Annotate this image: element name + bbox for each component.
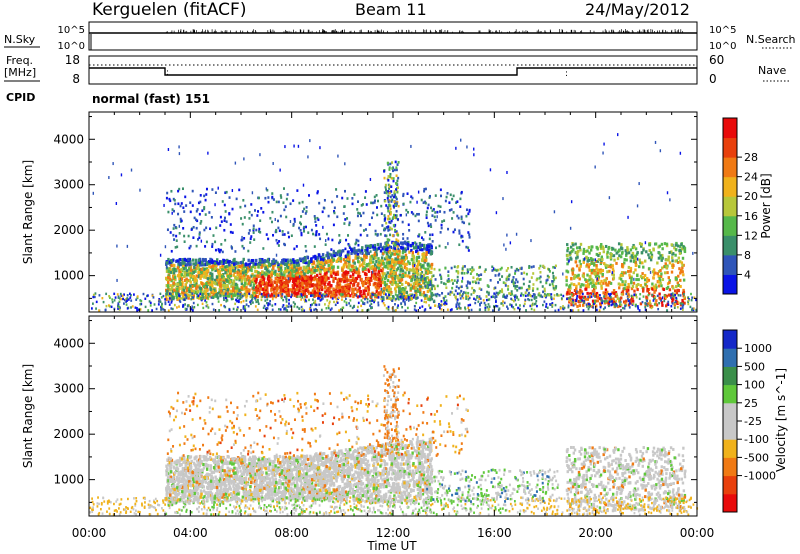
xaxis-label: Time UT — [366, 539, 417, 553]
velocity-colorbar-tick: 500 — [744, 360, 765, 373]
velocity-ytick-4000: 4000 — [53, 336, 84, 350]
velocity-colorbar-swatch — [723, 402, 737, 422]
power-colorbar-swatch — [723, 157, 737, 178]
velocity-colorbar-swatch — [723, 475, 737, 495]
velocity-panel: 1000 2000 3000 4000 Slant Range [km] — [21, 315, 699, 517]
xtick-label-6: 00:00 — [680, 526, 715, 540]
velocity-colorbar: 1000 500 100 25 -25 -100 -500 -1000 Velocity [m… — [722, 329, 788, 513]
velocity-colorbar-swatch — [723, 493, 737, 513]
station-title: Kerguelen (fitACF) — [92, 0, 246, 20]
freq-right-label: Nave — [758, 64, 786, 77]
power-ytick-4000: 4000 — [53, 132, 84, 146]
xtick-label-1: 04:00 — [173, 526, 208, 540]
power-colorbar-tick: 28 — [744, 151, 758, 164]
noise-right-tick-bottom: 10^0 — [709, 41, 736, 52]
velocity-colorbar-swatch — [723, 366, 737, 386]
power-colorbar-swatch — [723, 274, 737, 295]
cpid-label: CPID — [6, 91, 35, 104]
svg-text::: : — [565, 69, 568, 79]
power-colorbar-swatch — [723, 118, 737, 139]
power-colorbar-swatch — [723, 235, 737, 256]
noise-left-label: N.Sky — [4, 33, 36, 46]
xtick-label-2: 08:00 — [274, 526, 309, 540]
power-colorbar: 4 8 12 16 20 24 28 Power [dB] — [722, 117, 773, 295]
freq-left-label-1: Freq. — [6, 54, 33, 67]
velocity-colorbar-label: Velocity [m s^-1] — [774, 368, 788, 472]
velocity-colorbar-swatch — [723, 439, 737, 458]
power-ytick-1000: 1000 — [53, 269, 84, 283]
noise-right-label: N.Search — [746, 33, 796, 46]
xtick-label-3: 12:00 — [376, 526, 411, 540]
noise-left-tick-bottom: 10^0 — [58, 41, 85, 52]
velocity-colorbar-swatch — [723, 330, 737, 349]
velocity-colorbar-tick: 25 — [744, 397, 758, 410]
power-colorbar-tick: 8 — [744, 249, 751, 262]
power-colorbar-tick: 12 — [744, 229, 758, 242]
freq-left-tick-bottom: 8 — [72, 72, 80, 86]
xtick-label-5: 20:00 — [578, 526, 613, 540]
velocity-ylabel: Slant Range [km] — [21, 364, 35, 468]
freq-right-tick-top: 60 — [709, 53, 724, 67]
velocity-colorbar-swatch — [723, 421, 737, 440]
power-colorbar-swatch — [723, 137, 737, 158]
xtick-label-4: 16:00 — [477, 526, 512, 540]
power-colorbar-tick: 16 — [744, 210, 758, 223]
velocity-colorbar-tick: -25 — [744, 415, 762, 428]
velocity-colorbar-tick: -1000 — [744, 470, 776, 483]
velocity-ytick-2000: 2000 — [53, 427, 84, 441]
noise-left-tick-top: 10^5 — [58, 25, 85, 36]
velocity-colorbar-tick: 1000 — [744, 342, 772, 355]
xtick-label-0: 00:00 — [72, 526, 107, 540]
power-colorbar-swatch — [723, 254, 737, 275]
power-colorbar-tick: 4 — [744, 268, 751, 281]
freq-right-tick-bottom: 0 — [709, 72, 717, 86]
freq-panel: : : Freq. [MHz] 18 8 60 0 Nave — [4, 53, 790, 86]
velocity-colorbar-tick: 100 — [744, 379, 765, 392]
power-panel: 1000 2000 3000 4000 Slant Range [km] — [21, 111, 698, 313]
beam-title: Beam 11 — [355, 0, 427, 19]
noise-right-tick-top: 10^5 — [709, 25, 736, 36]
velocity-colorbar-tick: -100 — [744, 433, 769, 446]
power-ytick-3000: 3000 — [53, 178, 84, 192]
power-colorbar-tick: 20 — [744, 190, 758, 203]
velocity-colorbar-tick: -500 — [744, 451, 769, 464]
power-colorbar-swatch — [723, 196, 737, 217]
power-ylabel: Slant Range [km] — [21, 160, 35, 264]
velocity-heatmap — [89, 365, 699, 516]
velocity-ytick-1000: 1000 — [53, 473, 84, 487]
power-colorbar-swatch — [723, 215, 737, 236]
noise-panel: N.Sky 10^5 10^0 10^5 10^0 N.Search — [4, 21, 796, 52]
velocity-colorbar-swatch — [723, 457, 737, 477]
power-heatmap — [90, 133, 698, 312]
svg-text::: : — [166, 68, 169, 78]
cpid-text: normal (fast) 151 — [92, 92, 210, 106]
power-ytick-2000: 2000 — [53, 223, 84, 237]
velocity-colorbar-swatch — [723, 384, 737, 404]
velocity-ytick-3000: 3000 — [53, 382, 84, 396]
power-colorbar-tick: 24 — [744, 171, 758, 184]
velocity-colorbar-swatch — [723, 348, 737, 367]
power-colorbar-swatch — [723, 176, 737, 197]
freq-left-tick-top: 18 — [65, 53, 80, 67]
freq-left-label-2: [MHz] — [4, 66, 36, 79]
date-title: 24/May/2012 — [585, 0, 690, 19]
power-colorbar-label: Power [dB] — [759, 173, 773, 238]
